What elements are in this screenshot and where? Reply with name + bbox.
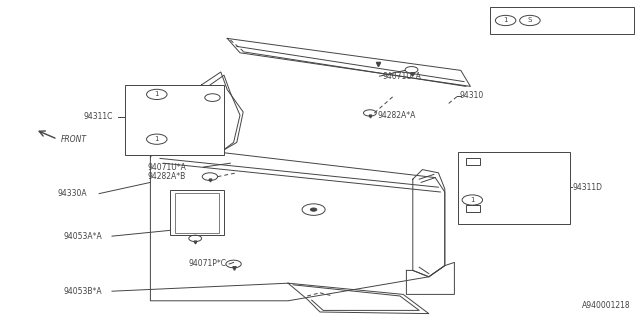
- Text: 049704120(8): 049704120(8): [546, 16, 600, 25]
- Text: 94282A*B: 94282A*B: [147, 172, 186, 181]
- Text: 1: 1: [470, 197, 475, 203]
- Bar: [202, 90, 218, 98]
- Bar: [175, 193, 219, 233]
- Text: 94330A: 94330A: [58, 189, 87, 198]
- Text: FRONT: FRONT: [61, 135, 87, 144]
- Bar: [125, 85, 224, 155]
- Bar: [490, 7, 634, 34]
- Text: 94053B*A: 94053B*A: [64, 287, 102, 296]
- Text: 94282C*E: 94282C*E: [138, 135, 175, 144]
- Circle shape: [405, 67, 418, 73]
- Bar: [170, 190, 224, 235]
- Bar: [466, 205, 480, 212]
- Bar: [202, 135, 218, 143]
- Text: 94071U*A: 94071U*A: [382, 72, 421, 81]
- Bar: [466, 158, 480, 165]
- Text: 1: 1: [503, 18, 508, 23]
- Text: 94053A*A: 94053A*A: [64, 232, 103, 241]
- Bar: [458, 152, 570, 224]
- Text: A940001218: A940001218: [582, 301, 630, 310]
- Text: 94311D: 94311D: [573, 183, 603, 192]
- Text: 1: 1: [154, 92, 159, 97]
- Circle shape: [310, 208, 317, 211]
- Text: 94071P*C: 94071P*C: [189, 259, 227, 268]
- Text: 94282A*A: 94282A*A: [378, 111, 416, 120]
- Text: 94071U*A: 94071U*A: [147, 163, 186, 172]
- Text: 94310: 94310: [460, 92, 484, 100]
- Text: S: S: [528, 18, 532, 23]
- Text: 94282: 94282: [481, 156, 506, 164]
- Text: 94311C: 94311C: [83, 112, 113, 121]
- Text: 94282C*C: 94282C*C: [481, 205, 520, 214]
- Text: 94282C*D: 94282C*D: [138, 88, 177, 97]
- Text: 94282C*B: 94282C*B: [467, 168, 506, 177]
- Text: 1: 1: [154, 136, 159, 142]
